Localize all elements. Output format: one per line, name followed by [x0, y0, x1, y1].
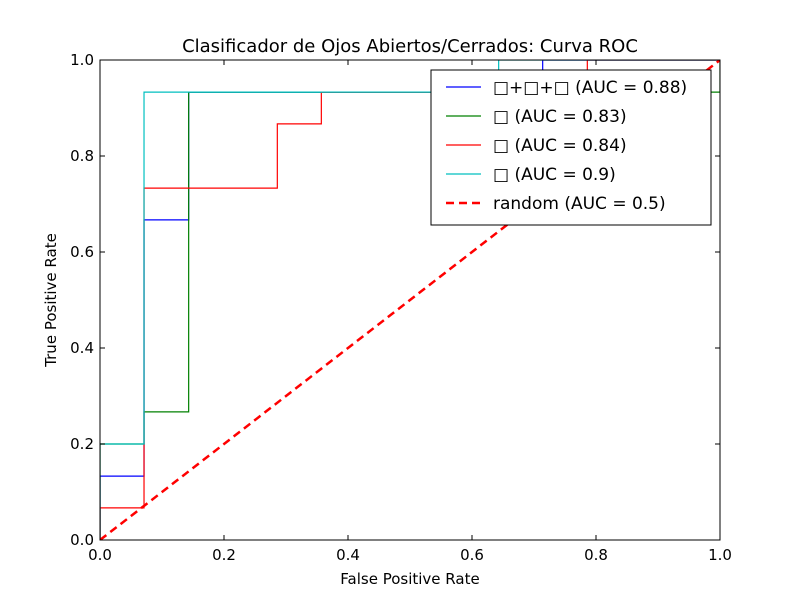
legend-label-2: □ (AUC = 0.84): [493, 136, 627, 156]
x-tick-label: 0.0: [88, 546, 112, 564]
x-tick-label: 0.8: [584, 546, 608, 564]
y-tick-label: 0.0: [70, 531, 94, 549]
plot-frame: [99, 59, 721, 541]
x-tick-label: 0.2: [212, 546, 236, 564]
y-tick-label: 0.6: [70, 243, 94, 261]
y-tick-label: 0.2: [70, 435, 94, 453]
y-tick-label: 0.8: [70, 147, 94, 165]
legend: □+□+□ (AUC = 0.88) □ (AUC = 0.83) □ (AUC =…: [430, 69, 712, 226]
legend-label-3: □ (AUC = 0.9): [493, 165, 616, 185]
ticks-layer: 0.0 0.2 0.4 0.6 0.8 1.0 0.0 0.2 0.4 0.6 0.8 1.0: [70, 51, 732, 564]
legend-label-1: □ (AUC = 0.83): [493, 107, 627, 127]
legend-label-0: □+□+□ (AUC = 0.88): [493, 78, 687, 98]
x-tick-label: 1.0: [708, 546, 732, 564]
legend-box: [430, 69, 712, 226]
chart-title: Clasificador de Ojos Abiertos/Cerrados: …: [182, 36, 638, 57]
y-tick-label: 1.0: [70, 51, 94, 69]
x-axis-label: False Positive Rate: [340, 570, 479, 588]
legend-label-4: random (AUC = 0.5): [493, 194, 666, 214]
y-axis-label: True Positive Rate: [42, 233, 60, 368]
series-line-3: [100, 60, 720, 540]
x-tick-label: 0.6: [460, 546, 484, 564]
y-tick-label: 0.4: [70, 339, 94, 357]
x-tick-label: 0.4: [336, 546, 360, 564]
